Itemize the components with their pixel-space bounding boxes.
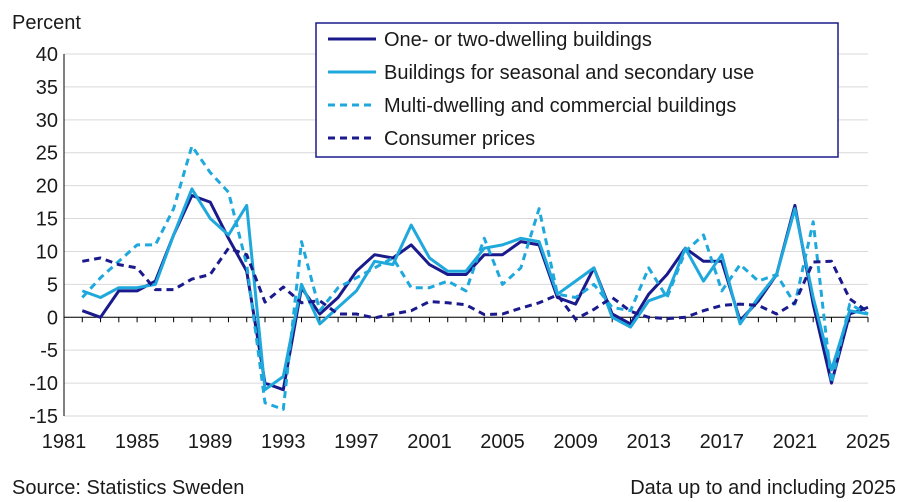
x-tick-label: 2025 <box>846 431 891 453</box>
y-tick-label: 25 <box>36 143 58 165</box>
x-tick-label: 2021 <box>773 431 818 453</box>
y-tick-label: 30 <box>36 110 58 132</box>
legend-label: Buildings for seasonal and secondary use <box>384 62 754 84</box>
y-tick-label: 35 <box>36 77 58 99</box>
series-lines <box>81 144 869 411</box>
y-axis-label: Percent <box>12 12 81 34</box>
y-tick-label: 10 <box>36 241 58 263</box>
y-tick-label: -10 <box>29 373 58 395</box>
source-note: Source: Statistics Sweden <box>12 477 244 499</box>
x-tick-label: 2013 <box>626 431 671 453</box>
x-tick-label: 1989 <box>188 431 233 453</box>
x-tick-label: 1981 <box>42 431 87 453</box>
x-axis: 1981 1985 1989 1993 1997 2001 2005 2009 2013 2017… <box>42 54 891 453</box>
y-tick-label: 40 <box>36 44 58 66</box>
y-tick-label: 15 <box>36 209 58 231</box>
y-tick-labels: -15 -10 -5 0 5 10 15 20 25 30 35 40 <box>29 44 58 428</box>
x-tick-label: 2017 <box>700 431 745 453</box>
y-tick-label: -5 <box>40 340 58 362</box>
legend-label: One- or two-dwelling buildings <box>384 29 652 51</box>
series-line-1 <box>81 194 869 392</box>
y-tick-label: 0 <box>47 307 58 329</box>
series-line-4 <box>82 246 869 321</box>
x-tick-label: 1985 <box>115 431 160 453</box>
series-line-3 <box>81 144 869 411</box>
series-line-2 <box>81 187 869 392</box>
y-tick-label: 20 <box>36 176 58 198</box>
legend: One- or two-dwelling buildings Buildings … <box>315 22 839 158</box>
y-tick-label: 5 <box>47 274 58 296</box>
x-tick-label: 2001 <box>407 431 452 453</box>
x-tick-label: 1997 <box>334 431 379 453</box>
x-tick-label: 2005 <box>480 431 525 453</box>
data-range-note: Data up to and including 2025 <box>630 477 896 499</box>
legend-label: Consumer prices <box>384 128 535 150</box>
x-tick-label: 1993 <box>261 431 306 453</box>
legend-label: Multi-dwelling and commercial buildings <box>384 95 736 117</box>
y-tick-label: -15 <box>29 406 58 428</box>
legend-box <box>315 22 839 158</box>
x-tick-label: 2009 <box>553 431 598 453</box>
